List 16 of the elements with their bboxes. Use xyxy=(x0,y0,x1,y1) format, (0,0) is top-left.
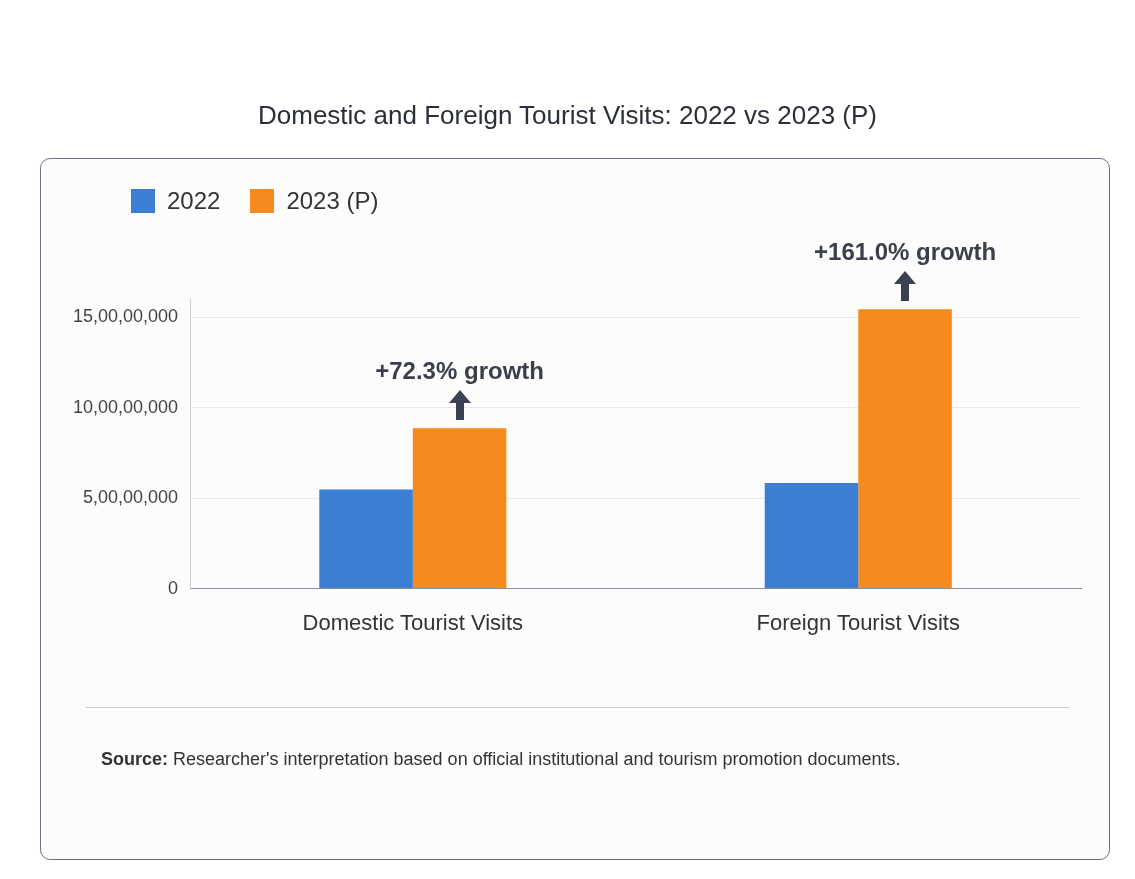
bar xyxy=(319,489,413,589)
y-tick-label: 15,00,00,000 xyxy=(72,306,179,327)
bar xyxy=(764,483,859,589)
y-tick-label: 0 xyxy=(168,577,179,598)
y-tick-label: 5,00,00,000 xyxy=(83,487,179,508)
source-note: Source: Researcher's interpretation based on official institutional and tourism promotion documents. xyxy=(101,749,901,770)
y-tick-label: 10,00,00,000 xyxy=(72,396,179,417)
x-tick-label: Foreign Tourist Visits xyxy=(756,609,960,635)
bar xyxy=(412,428,507,589)
legend-label: 2022 xyxy=(167,187,221,215)
x-tick-label: Domestic Tourist Visits xyxy=(302,609,524,635)
bar xyxy=(858,309,952,589)
legend-label: 2023 (P) xyxy=(286,187,379,215)
annotation: +72.3% growth xyxy=(375,356,544,384)
chart-title: Domestic and Foreign Tourist Visits: 2022 vs 2023 (P) xyxy=(257,100,878,131)
annotation: +161.0% growth xyxy=(814,237,997,265)
